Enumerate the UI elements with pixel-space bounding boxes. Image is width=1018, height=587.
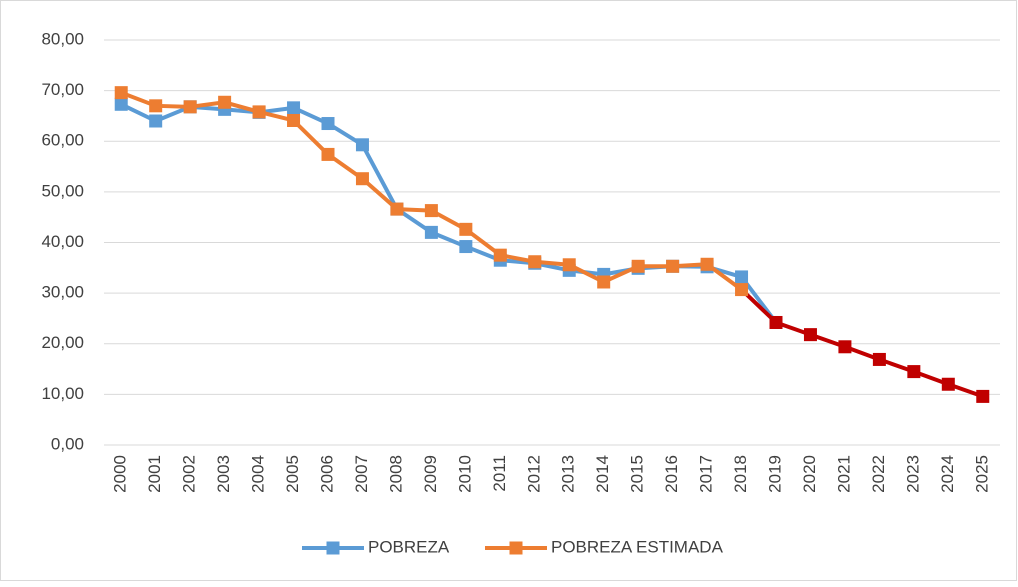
legend-marker [509, 541, 523, 555]
marker [114, 97, 128, 111]
marker [700, 257, 714, 271]
y-tick-label: 10,00 [41, 384, 84, 403]
x-tick-label: 2004 [249, 455, 268, 493]
marker [321, 117, 335, 131]
legend-label: POBREZA ESTIMADA [551, 537, 724, 556]
y-tick-label: 0,00 [51, 434, 84, 453]
x-tick-label: 2019 [765, 455, 784, 493]
marker [149, 114, 163, 128]
marker [907, 365, 921, 379]
x-tick-label: 2018 [731, 455, 750, 493]
marker [287, 101, 301, 115]
marker [631, 259, 645, 273]
marker [941, 377, 955, 391]
marker [976, 389, 990, 403]
x-tick-label: 2020 [800, 455, 819, 493]
marker [390, 202, 404, 216]
y-tick-label: 80,00 [41, 29, 84, 48]
x-tick-label: 2007 [352, 455, 371, 493]
x-tick-label: 2024 [938, 455, 957, 493]
marker [355, 138, 369, 152]
marker [355, 172, 369, 186]
x-tick-label: 2014 [593, 455, 612, 493]
x-tick-label: 2002 [180, 455, 199, 493]
x-tick-label: 2003 [214, 455, 233, 493]
x-tick-label: 2006 [317, 455, 336, 493]
y-tick-label: 40,00 [41, 232, 84, 251]
marker [459, 222, 473, 236]
marker [666, 259, 680, 273]
x-tick-label: 2011 [490, 455, 509, 492]
marker [562, 258, 576, 272]
x-tick-label: 2005 [283, 455, 302, 493]
x-tick-label: 2017 [697, 455, 716, 493]
x-tick-label: 2013 [559, 455, 578, 493]
marker [218, 95, 232, 109]
marker [424, 225, 438, 239]
marker [769, 315, 783, 329]
marker [114, 86, 128, 100]
marker [459, 240, 473, 254]
marker [735, 283, 749, 297]
marker [149, 99, 163, 113]
x-tick-label: 2022 [869, 455, 888, 493]
marker [838, 340, 852, 354]
marker [287, 113, 301, 127]
marker [321, 147, 335, 161]
y-tick-label: 70,00 [41, 80, 84, 99]
line-segment [360, 142, 399, 212]
x-tick-label: 2025 [972, 455, 991, 493]
marker [183, 100, 197, 114]
x-tick-label: 2012 [524, 455, 543, 493]
x-tick-label: 2015 [628, 455, 647, 493]
marker [493, 248, 507, 262]
x-tick-label: 2016 [662, 455, 681, 493]
marker [735, 270, 749, 284]
legend-marker [326, 541, 340, 555]
marker [597, 275, 611, 289]
x-tick-label: 2001 [145, 455, 164, 493]
x-tick-label: 2023 [903, 455, 922, 493]
x-tick-label: 2010 [455, 455, 474, 493]
x-tick-label: 2021 [834, 455, 853, 493]
marker [803, 328, 817, 342]
marker [424, 204, 438, 218]
x-tick-label: 2008 [386, 455, 405, 493]
y-tick-label: 60,00 [41, 131, 84, 150]
y-tick-label: 20,00 [41, 333, 84, 352]
marker [252, 105, 266, 119]
marker [872, 352, 886, 366]
x-tick-label: 2000 [111, 455, 130, 493]
y-tick-label: 30,00 [41, 283, 84, 302]
marker [528, 255, 542, 269]
y-tick-label: 50,00 [41, 181, 84, 200]
legend-label: POBREZA [368, 537, 450, 556]
x-tick-label: 2009 [421, 455, 440, 493]
